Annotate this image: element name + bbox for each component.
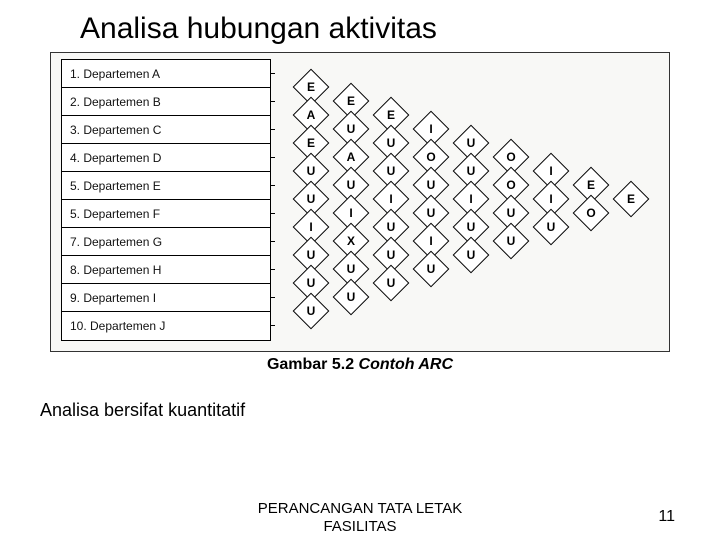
- connector-line: [271, 157, 275, 158]
- footer-line-1: PERANCANGAN TATA LETAK: [0, 500, 720, 518]
- arc-cell: U: [338, 284, 364, 310]
- department-row: 4. Departemen D: [62, 144, 270, 172]
- figure-caption: Gambar 5.2 Contoh ARC: [50, 356, 670, 374]
- subtitle-text: Analisa bersifat kuantitatif: [40, 400, 680, 421]
- figure-container: 1. Departemen A2. Departemen B3. Departe…: [50, 52, 670, 374]
- arc-cell: U: [538, 214, 564, 240]
- connector-line: [271, 297, 275, 298]
- department-row: 9. Departemen I: [62, 284, 270, 312]
- footer-line-2: FASILITAS: [0, 518, 720, 536]
- department-row: 1. Departemen A: [62, 60, 270, 88]
- page-title: Analisa hubungan aktivitas: [80, 12, 680, 46]
- arc-cell: O: [578, 200, 604, 226]
- connector-line: [271, 325, 275, 326]
- arc-cell: U: [498, 228, 524, 254]
- arc-cell: U: [418, 256, 444, 282]
- arc-cell: U: [378, 270, 404, 296]
- connector-line: [271, 241, 275, 242]
- page-number: 11: [658, 508, 675, 526]
- department-row: 8. Departemen H: [62, 256, 270, 284]
- department-row: 2. Departemen B: [62, 88, 270, 116]
- department-list: 1. Departemen A2. Departemen B3. Departe…: [61, 59, 271, 341]
- department-row: 5. Departemen E: [62, 172, 270, 200]
- caption-title: Contoh ARC: [359, 356, 454, 373]
- connector-line: [271, 129, 275, 130]
- department-row: 7. Departemen G: [62, 228, 270, 256]
- arc-cell: U: [458, 242, 484, 268]
- connector-line: [271, 213, 275, 214]
- department-row: 10. Departemen J: [62, 312, 270, 340]
- connector-line: [271, 269, 275, 270]
- arc-cell: E: [618, 186, 644, 212]
- connector-line: [271, 101, 275, 102]
- arc-chart: 1. Departemen A2. Departemen B3. Departe…: [50, 52, 670, 352]
- connector-line: [271, 185, 275, 186]
- arc-cell: U: [298, 298, 324, 324]
- department-row: 3. Departemen C: [62, 116, 270, 144]
- department-row: 5. Departemen F: [62, 200, 270, 228]
- connector-line: [271, 73, 275, 74]
- footer: PERANCANGAN TATA LETAK FASILITAS: [0, 500, 720, 536]
- caption-label: Gambar 5.2: [267, 356, 354, 373]
